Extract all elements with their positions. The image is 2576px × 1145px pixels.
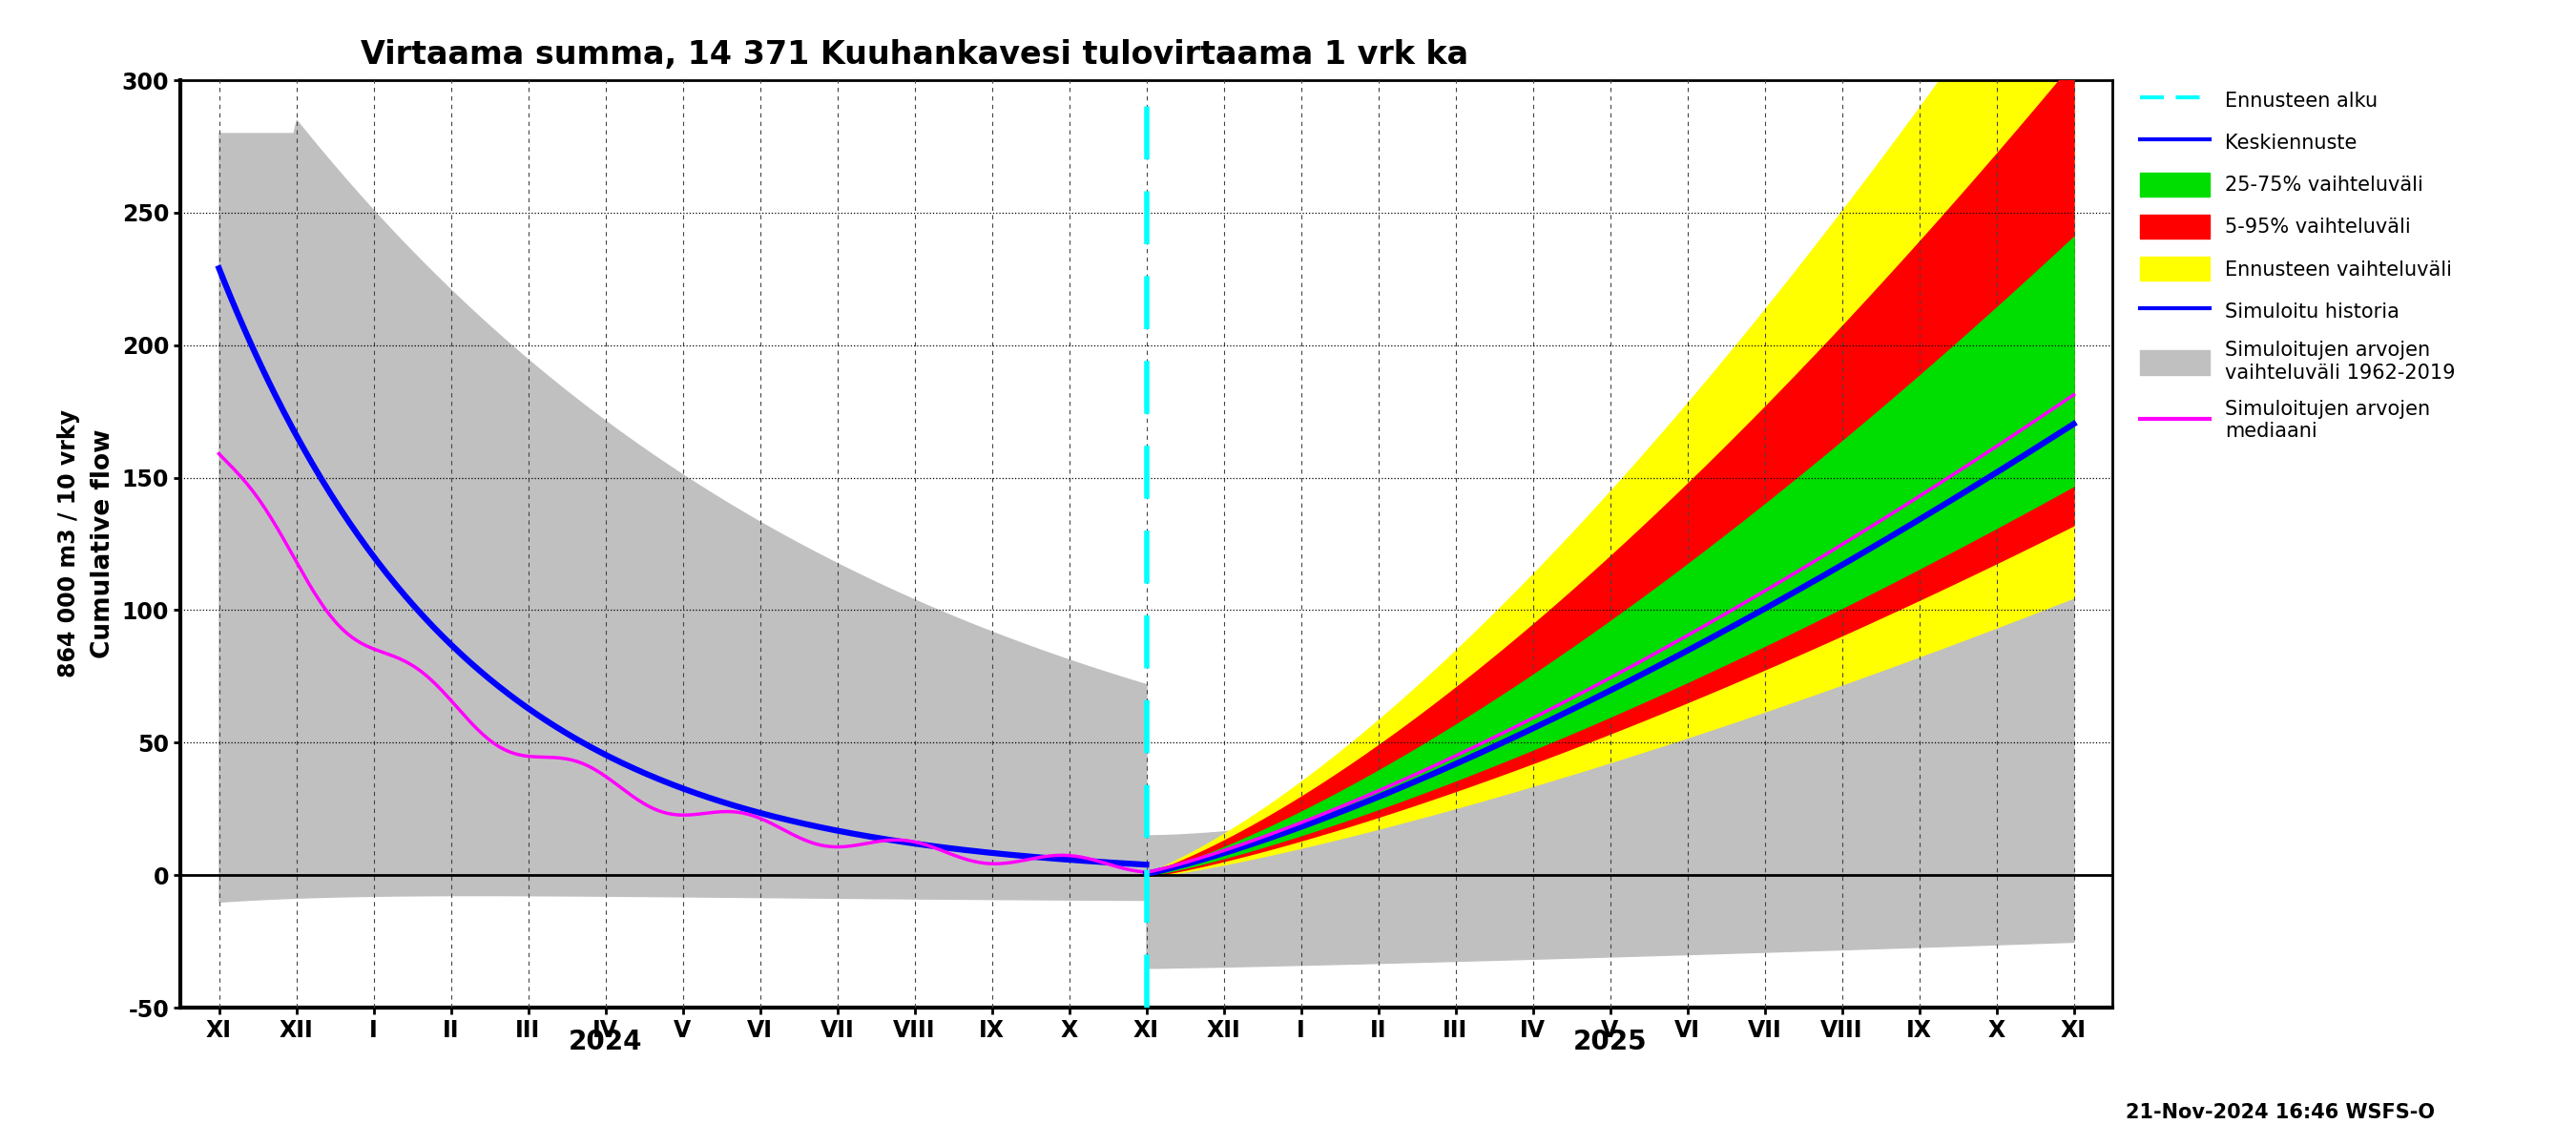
Text: 2024: 2024 bbox=[569, 1029, 641, 1056]
Text: 864 000 m3 / 10 vrky: 864 000 m3 / 10 vrky bbox=[57, 410, 80, 678]
Y-axis label: Cumulative flow: Cumulative flow bbox=[90, 429, 116, 658]
Text: 2025: 2025 bbox=[1574, 1029, 1646, 1056]
Text: 21-Nov-2024 16:46 WSFS-O: 21-Nov-2024 16:46 WSFS-O bbox=[2125, 1103, 2434, 1122]
Legend: Ennusteen alku, Keskiennuste, 25-75% vaihteluväli, 5-95% vaihteluväli, Ennusteen: Ennusteen alku, Keskiennuste, 25-75% vai… bbox=[2133, 80, 2463, 449]
Title: Virtaama summa, 14 371 Kuuhankavesi tulovirtaama 1 vrk ka: Virtaama summa, 14 371 Kuuhankavesi tulo… bbox=[361, 39, 1468, 71]
